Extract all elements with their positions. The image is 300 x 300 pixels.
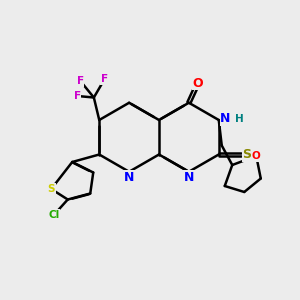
Text: S: S (47, 184, 55, 194)
Text: S: S (242, 148, 251, 161)
Text: N: N (220, 112, 230, 125)
Text: F: F (77, 76, 84, 86)
Text: N: N (184, 171, 194, 184)
Text: Cl: Cl (49, 209, 60, 220)
Text: F: F (74, 91, 81, 101)
Text: N: N (124, 171, 134, 184)
Text: O: O (252, 151, 261, 161)
Text: F: F (101, 74, 108, 85)
Text: H: H (235, 113, 244, 124)
Text: O: O (193, 77, 203, 90)
